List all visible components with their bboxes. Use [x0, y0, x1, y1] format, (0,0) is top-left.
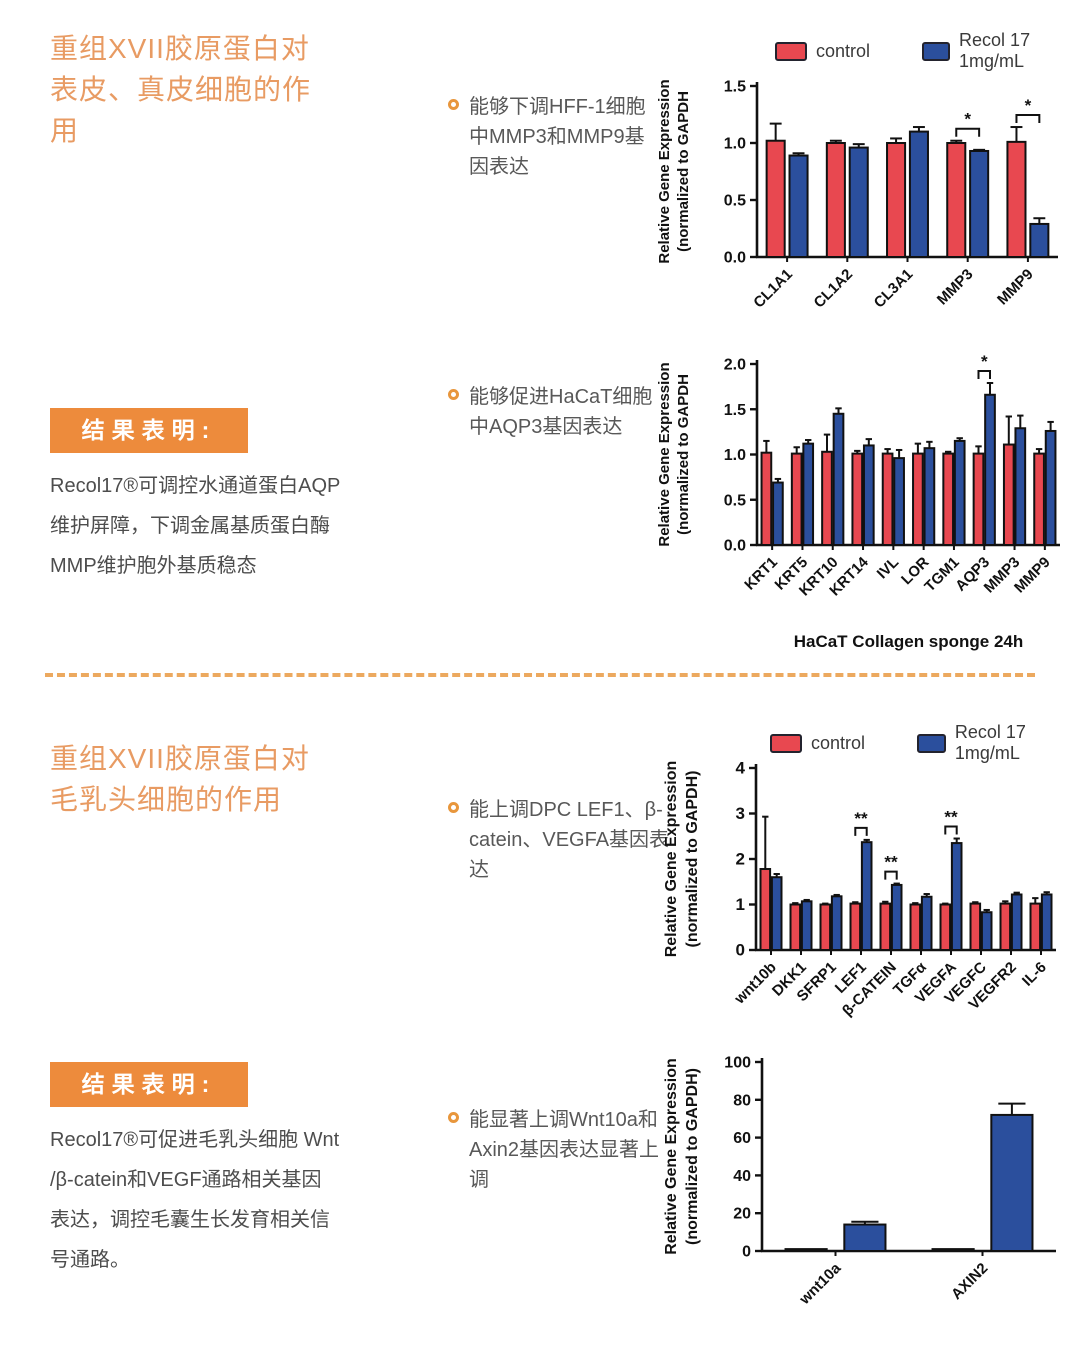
svg-text:2: 2	[736, 850, 745, 869]
bullet-dpc-genes: 能上调DPC LEF1、β-catein、VEGFA基因表达	[448, 795, 670, 885]
svg-text:CL1A1: CL1A1	[750, 266, 796, 312]
svg-text:60: 60	[733, 1130, 751, 1147]
svg-text:MMP9: MMP9	[994, 266, 1037, 309]
legend-item-control: control	[770, 733, 865, 754]
control-swatch	[770, 733, 802, 753]
svg-text:**: **	[854, 809, 868, 828]
control-label: control	[816, 40, 871, 61]
svg-text:0.5: 0.5	[724, 492, 746, 509]
svg-text:CL1A2: CL1A2	[811, 266, 857, 312]
svg-text:IL-6: IL-6	[1019, 959, 1050, 990]
svg-text:0: 0	[736, 941, 745, 960]
svg-text:1: 1	[736, 895, 745, 914]
bullet-hacat-aqp3-text: 能够促进HaCaT细胞中AQP3基因表达	[469, 386, 653, 438]
svg-text:**: **	[944, 808, 958, 827]
recol17-swatch	[917, 733, 946, 753]
bar-chart-hacat-gene-expression: 0.0 0.5 1.0 1.5 2.0 Relative Gene Expression(…	[656, 352, 1060, 651]
svg-text:MMP3: MMP3	[934, 266, 977, 309]
bullet-dot-icon	[448, 1112, 459, 1123]
svg-text:80: 80	[733, 1092, 751, 1109]
svg-text:KRT1: KRT1	[741, 554, 781, 594]
svg-text:CL3A1: CL3A1	[871, 266, 917, 312]
svg-text:(normalized to GAPDH: (normalized to GAPDH	[675, 91, 692, 252]
bullet-hff1-mmp-text: 能够下调HFF-1细胞中MMP3和MMP9基因表达	[469, 96, 646, 178]
svg-text:3: 3	[736, 804, 745, 823]
recol17-label: Recol 17 1mg/mL	[954, 722, 1026, 763]
svg-text:IVL: IVL	[874, 554, 903, 583]
control-label: control	[811, 732, 866, 753]
svg-text:*: *	[1025, 96, 1032, 115]
svg-text:2.0: 2.0	[724, 357, 746, 374]
svg-text:*: *	[964, 110, 971, 129]
bullet-dpc-genes-text: 能上调DPC LEF1、β-catein、VEGFA基因表达	[469, 799, 670, 881]
svg-text:0.0: 0.0	[724, 538, 746, 555]
bullet-wnt10a-axin2-text: 能显著上调Wnt10a和Axin2基因表达显著上调	[469, 1109, 660, 1191]
legend-middle: control Recol 17 1mg/mL	[770, 722, 1080, 764]
svg-text:wnt10a: wnt10a	[796, 1259, 845, 1308]
section1-title: 重组XVII胶原蛋白对 表皮、真皮细胞的作 用	[50, 33, 312, 146]
recol17-label: Recol 17 1mg/mL	[959, 30, 1031, 71]
bar-chart-dpc-gene-expression: 0 1 2 3 4 Relative Gene Expression (normalized…	[663, 759, 1056, 1020]
svg-text:20: 20	[733, 1206, 751, 1223]
svg-text:AXIN2: AXIN2	[948, 1260, 991, 1303]
svg-text:**: **	[884, 853, 898, 872]
bar-chart-hff1-gene-expression: 0.0 0.5 1.0 1.5 Relative Gene Expression (nor…	[656, 79, 1058, 312]
svg-text:Relative Gene Expression: Relative Gene Expression	[656, 362, 673, 546]
bullet-dot-icon	[448, 389, 459, 400]
bullet-dot-icon	[448, 802, 459, 813]
bullet-dot-icon	[448, 99, 459, 110]
svg-text:100: 100	[724, 1055, 751, 1072]
bullet-wnt10a-axin2: 能显著上调Wnt10a和Axin2基因表达显著上调	[448, 1105, 666, 1195]
section2-title: 重组XVII胶原蛋白对 毛乳头细胞的作用	[50, 743, 310, 815]
svg-text:*: *	[981, 352, 988, 371]
svg-text:1.5: 1.5	[724, 79, 746, 96]
svg-text:(normalized to GAPDH): (normalized to GAPDH)	[684, 1068, 701, 1245]
control-swatch	[775, 41, 807, 61]
svg-text:Relative Gene Expression: Relative Gene Expression	[663, 1058, 680, 1255]
svg-text:1.0: 1.0	[724, 447, 746, 464]
section-divider	[45, 673, 1035, 677]
legend-item-recol17: Recol 17 1mg/mL	[922, 30, 1080, 72]
svg-text:(normalized to GAPDH): (normalized to GAPDH)	[684, 771, 701, 948]
svg-text:0.0: 0.0	[724, 250, 746, 267]
svg-text:4: 4	[736, 759, 746, 778]
svg-text:Relative Gene Expression: Relative Gene Expression	[656, 79, 673, 263]
svg-text:Relative Gene Expression: Relative Gene Expression	[663, 761, 680, 958]
result-text-2: Recol17®可促进毛乳头细胞 Wnt /β-catein和VEGF通路相关基…	[50, 1129, 340, 1271]
bullet-hacat-aqp3: 能够促进HaCaT细胞中AQP3基因表达	[448, 382, 660, 442]
legend-item-control: control	[775, 41, 870, 62]
svg-text:0.5: 0.5	[724, 193, 746, 210]
result-box-1: 结果表明:	[50, 408, 248, 453]
bar-chart-wnt10a-axin2: 0 20 40 60 80 100 Relative Gene Expression (nor…	[663, 1055, 1056, 1308]
recol17-swatch	[922, 41, 951, 61]
legend-item-recol17: Recol 17 1mg/mL	[917, 722, 1080, 764]
legend-top: control Recol 17 1mg/mL	[775, 30, 1080, 72]
result-text-1: Recol17®可调控水通道蛋白AQP 维护屏障，下调金属基质蛋白酶 MMP维护…	[50, 475, 341, 577]
bullet-hff1-mmp: 能够下调HFF-1细胞中MMP3和MMP9基因表达	[448, 92, 660, 182]
svg-text:HaCaT Collagen sponge 24h: HaCaT Collagen sponge 24h	[794, 632, 1024, 651]
svg-text:TGM1: TGM1	[921, 554, 962, 595]
svg-text:1.0: 1.0	[724, 136, 746, 153]
svg-text:40: 40	[733, 1168, 751, 1185]
svg-text:1.5: 1.5	[724, 402, 746, 419]
result-box-2: 结果表明:	[50, 1062, 248, 1107]
svg-text:0: 0	[742, 1244, 751, 1261]
svg-text:(normalized to GAPDH: (normalized to GAPDH	[675, 374, 692, 535]
